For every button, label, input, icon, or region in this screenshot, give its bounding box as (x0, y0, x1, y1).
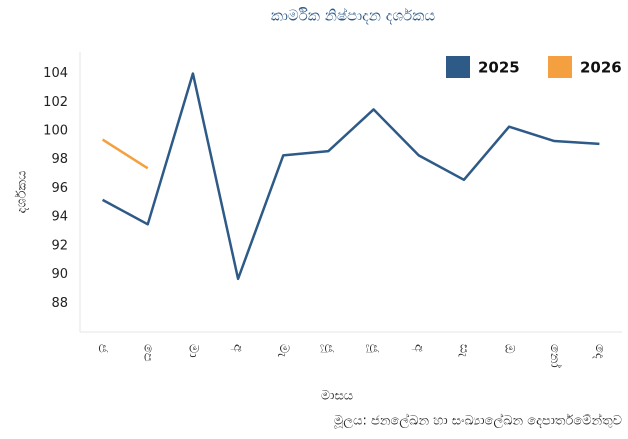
legend-label: 2025 (478, 59, 520, 77)
chart-title: කාර්මික නිෂ්පාදන දර්ශකය (271, 6, 436, 24)
y-tick-label: 90 (51, 267, 68, 282)
y-tick-label: 100 (43, 123, 68, 138)
y-tick-label: 98 (51, 152, 68, 167)
x-tick-label: ජූ (366, 344, 381, 353)
y-tick-label: 104 (43, 66, 68, 81)
line-series (101, 138, 149, 170)
line-series (101, 72, 600, 281)
y-axis-label: දර්ශකය (14, 171, 30, 214)
x-tick-label: දෙ (592, 344, 607, 359)
x-tick-label: ඔ (502, 344, 517, 354)
y-tick-label: 88 (51, 296, 68, 311)
x-tick-label: ජූ (321, 344, 336, 353)
y-tick-label: 92 (51, 238, 68, 253)
x-tick-label: ජ (95, 344, 110, 353)
source-note: මූලය: ජනලේඛන හා සංඛ්‍යාලේඛන දෙපාර්තමේන්ත… (333, 412, 622, 428)
x-axis-label: මාසය (321, 389, 353, 404)
legend-swatch (548, 56, 572, 78)
x-tick-label: අ (231, 344, 246, 352)
legend-swatch (446, 56, 470, 78)
y-tick-label: 102 (43, 95, 68, 110)
x-tick-label: නෝ (547, 344, 563, 368)
x-tick-label: මා (185, 344, 200, 358)
x-tick-label: අ (411, 344, 426, 352)
y-tick-label: 94 (51, 210, 68, 225)
y-tick-label: 96 (51, 181, 68, 196)
legend-label: 2026 (580, 59, 622, 77)
x-tick-label: සැ (456, 344, 471, 357)
x-tick-label: පෙ (140, 344, 155, 362)
x-tick-label: මැ (276, 344, 291, 357)
